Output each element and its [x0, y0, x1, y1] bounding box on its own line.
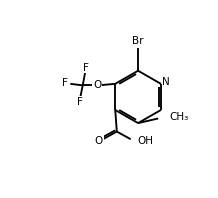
- Text: O: O: [93, 80, 102, 90]
- Text: F: F: [77, 97, 83, 107]
- Text: F: F: [62, 78, 68, 88]
- Text: Br: Br: [131, 36, 143, 46]
- Text: F: F: [83, 63, 89, 73]
- Text: O: O: [95, 136, 103, 146]
- Text: N: N: [162, 76, 170, 87]
- Text: CH₃: CH₃: [169, 112, 188, 122]
- Text: OH: OH: [138, 136, 154, 146]
